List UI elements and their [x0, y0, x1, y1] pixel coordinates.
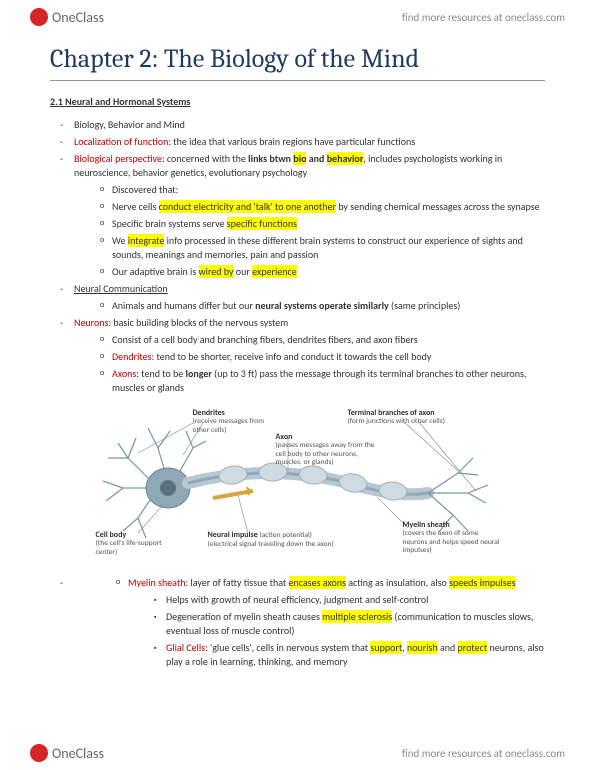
sub-item: Axons: tend to be longer (up to 3 ft) pa…: [100, 367, 545, 395]
logo-circle-icon: [30, 744, 48, 762]
sub-item: Dendrites: tend to be shorter, receive i…: [100, 350, 545, 364]
sub-item: Consist of a cell body and branching fib…: [100, 333, 545, 347]
section-heading: 2.1 Neural and Hormonal Systems: [50, 95, 545, 108]
fig-label-myelin: Myelin sheath(covers the axon of some ne…: [403, 521, 503, 556]
subsub-item: Glial Cells: 'glue cells', cells in nerv…: [154, 641, 545, 669]
logo-text: OneClass: [52, 9, 104, 26]
bullet-item: Neural Communication Animals and humans …: [64, 282, 545, 313]
bullet-item: Biological perspective: concerned with t…: [64, 152, 545, 279]
bullet-item: Neurons: basic building blocks of the ne…: [64, 316, 545, 395]
sub-item: Nerve cells conduct electricity and 'tal…: [100, 200, 545, 214]
bullet-item: Biology, Behavior and Mind: [64, 118, 545, 132]
bullet-list: Biology, Behavior and Mind Localization …: [50, 118, 545, 395]
document-content: Chapter 2: The Biology of the Mind 2.1 N…: [0, 34, 595, 677]
fig-label-cellbody: Cell body(the cell's life-support center…: [96, 531, 176, 557]
sub-item: Our adaptive brain is wired by our exper…: [100, 265, 545, 279]
sub-item: Specific brain systems serve specific fu…: [100, 217, 545, 231]
fig-label-impulse: Neural impulse (action potential)(electr…: [208, 531, 348, 549]
neuron-diagram: Dendrites(receive messages from other ce…: [88, 403, 508, 568]
bullet-list-2: Myelin sheath: layer of fatty tissue tha…: [50, 576, 545, 669]
bullet-item: Localization of function: the idea that …: [64, 135, 545, 149]
subsub-item: Helps with growth of neural efficiency, …: [154, 593, 545, 607]
footer-bar: OneClass find more resources at oneclass…: [0, 736, 595, 770]
bullet-continuation: Myelin sheath: layer of fatty tissue tha…: [64, 576, 545, 669]
fig-label-axon: Axon(passes messages away from the cell …: [276, 433, 386, 468]
sub-item: Myelin sheath: layer of fatty tissue tha…: [116, 576, 545, 669]
subsub-item: Degeneration of myelin sheath causes mul…: [154, 610, 545, 638]
sub-item: Discovered that:: [100, 183, 545, 197]
logo: OneClass: [30, 8, 104, 26]
header-bar: OneClass find more resources at oneclass…: [0, 0, 595, 34]
footer-tagline: find more resources at oneclass.com: [402, 747, 565, 760]
fig-label-terminal: Terminal branches of axon(form junctions…: [348, 409, 488, 427]
header-tagline: find more resources at oneclass.com: [402, 11, 565, 24]
footer-logo-text: OneClass: [52, 745, 104, 762]
sub-item: We integrate info processed in these dif…: [100, 234, 545, 262]
sub-item: Animals and humans differ but our neural…: [100, 299, 545, 313]
logo-circle-icon: [30, 8, 48, 26]
chapter-title: Chapter 2: The Biology of the Mind: [50, 44, 545, 81]
fig-label-dendrites: Dendrites(receive messages from other ce…: [193, 409, 283, 435]
footer-logo: OneClass: [30, 744, 104, 762]
